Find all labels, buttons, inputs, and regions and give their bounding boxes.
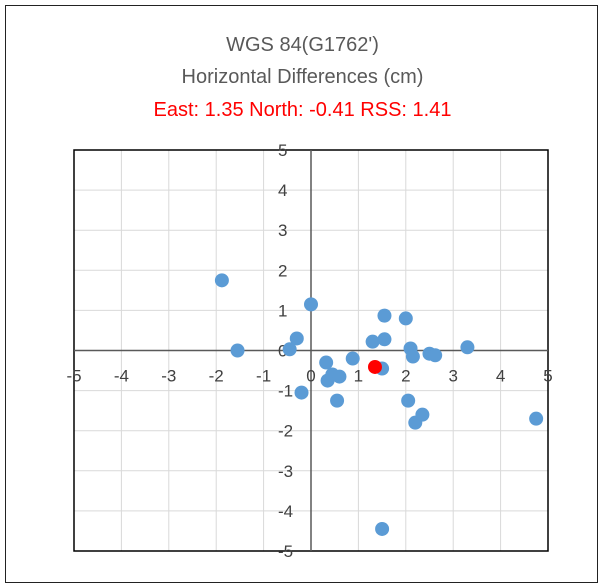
chart-subtitle: Horizontal Differences (cm) xyxy=(181,66,424,88)
data-point xyxy=(230,343,245,358)
x-tick-label: -1 xyxy=(256,367,271,386)
x-tick-label: 1 xyxy=(354,367,363,386)
x-tick-label: 5 xyxy=(543,367,552,386)
x-tick-label: -3 xyxy=(161,367,176,386)
y-tick-label: -2 xyxy=(278,422,293,441)
data-point xyxy=(214,273,229,288)
chart-title: WGS 84(G1762') xyxy=(226,34,379,56)
data-point xyxy=(428,348,443,363)
data-point xyxy=(377,332,392,347)
chart-summary: East: 1.35 North: -0.41 RSS: 1.41 xyxy=(153,99,452,121)
data-points xyxy=(214,273,544,536)
x-tick-label: -2 xyxy=(209,367,224,386)
y-tick-label: 3 xyxy=(278,221,287,240)
data-point xyxy=(282,342,297,357)
data-point xyxy=(294,385,309,400)
x-tick-label: -4 xyxy=(114,367,129,386)
y-tick-label: -4 xyxy=(278,502,293,521)
y-tick-label: 5 xyxy=(278,141,287,160)
data-point xyxy=(401,393,416,408)
data-point xyxy=(345,351,360,366)
y-tick-label: 1 xyxy=(278,301,287,320)
data-point xyxy=(415,407,430,422)
y-tick-label: -1 xyxy=(278,382,293,401)
x-tick-label: 4 xyxy=(496,367,505,386)
data-point xyxy=(319,355,334,370)
y-tick-label: -5 xyxy=(278,542,293,561)
data-point xyxy=(460,340,475,355)
chart-frame xyxy=(5,5,598,583)
mean-point xyxy=(367,359,382,374)
x-tick-label: 3 xyxy=(448,367,457,386)
data-point xyxy=(375,521,390,536)
x-tick-label: 2 xyxy=(401,367,410,386)
tick-labels: -5 -4 -3 -2 -1 0 1 2 3 4 5 5 4 3 2 1 0 -1 -2 -3 -4 -5 xyxy=(66,141,552,561)
data-point xyxy=(289,331,304,346)
data-point xyxy=(304,297,318,312)
x-tick-label: 0 xyxy=(306,367,315,386)
data-point xyxy=(365,334,380,349)
data-point xyxy=(332,369,347,384)
data-point xyxy=(405,349,420,364)
data-point xyxy=(330,393,345,408)
data-point xyxy=(529,411,544,426)
axes xyxy=(74,150,548,551)
y-tick-label: 4 xyxy=(278,181,287,200)
y-tick-label: -3 xyxy=(278,462,293,481)
x-tick-label: -5 xyxy=(66,367,81,386)
data-point xyxy=(398,311,413,326)
y-tick-label: 2 xyxy=(278,261,287,280)
data-point xyxy=(377,308,392,323)
y-tick-label: 0 xyxy=(278,342,287,361)
